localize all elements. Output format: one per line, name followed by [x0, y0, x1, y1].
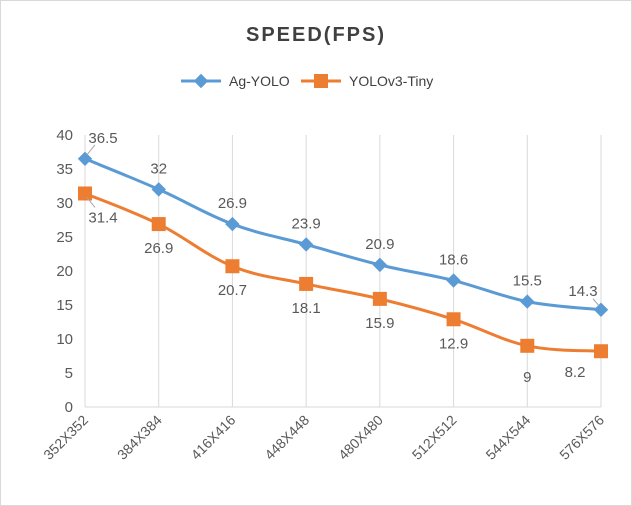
x-axis: 352X352 384X384 416X416 448X448 480X480 512X5… [40, 406, 607, 463]
y-tick-label: 25 [56, 229, 73, 246]
x-tick-label: 544X544 [482, 412, 533, 463]
y-tick-label: 30 [56, 195, 73, 212]
leader-line [86, 144, 96, 156]
y-tick-label: 40 [56, 127, 73, 144]
data-label: 26.9 [218, 195, 247, 212]
data-point-marker [78, 186, 92, 201]
y-tick-label: 0 [65, 399, 73, 416]
y-tick-label: 35 [56, 161, 73, 178]
data-point-marker [594, 344, 608, 359]
legend-item: Ag-YOLO [181, 73, 290, 89]
data-label: 8.2 [565, 364, 586, 381]
data-point-marker [298, 237, 314, 252]
legend-item: YOLOv3-Tiny [301, 73, 433, 89]
data-label: 26.9 [144, 240, 173, 257]
x-tick-label: 384X384 [114, 412, 165, 463]
leader-line [592, 298, 600, 307]
data-label: 18.1 [292, 300, 321, 317]
data-point-marker [446, 273, 461, 288]
x-tick-label: 480X480 [335, 412, 386, 463]
x-tick-label: 352X352 [40, 412, 91, 463]
x-tick-label: 448X448 [261, 412, 312, 463]
data-point-marker [520, 338, 535, 353]
data-point-marker [520, 294, 535, 309]
data-label: 15.5 [513, 273, 542, 290]
data-point-marker [372, 291, 387, 306]
data-point-marker [151, 182, 166, 197]
data-label: 32 [150, 160, 167, 177]
series-ag-yolo: 36.5 32 26.9 23.9 20.9 18.6 15.5 14.3 [77, 130, 609, 317]
data-point-marker [593, 302, 609, 317]
y-tick-label: 10 [56, 331, 73, 348]
legend-label: YOLOv3-Tiny [349, 73, 433, 89]
y-tick-label: 5 [65, 365, 73, 382]
data-label: 20.7 [218, 282, 247, 299]
data-point-marker [225, 259, 240, 274]
series-line [84, 192, 602, 353]
data-point-marker [77, 151, 93, 167]
x-tick-label: 512X512 [409, 412, 460, 463]
data-label: 23.9 [292, 215, 321, 232]
data-point-marker [299, 276, 314, 291]
legend: Ag-YOLO YOLOv3-Tiny [181, 73, 433, 89]
data-point-marker [446, 312, 461, 327]
data-label: 9 [523, 369, 531, 386]
y-axis: 0 5 10 15 20 25 30 35 40 [56, 127, 73, 416]
data-point-marker [151, 217, 166, 232]
chart-title: SPEED(FPS) [246, 24, 386, 46]
data-point-marker [372, 257, 388, 273]
data-label: 36.5 [88, 130, 117, 147]
legend-swatch-marker [314, 74, 328, 88]
x-tick-label: 416X416 [188, 412, 239, 463]
series-line [84, 157, 602, 312]
leader-line [86, 197, 96, 208]
series-yolov3-tiny: 31.4 26.9 20.7 18.1 15.9 12.9 9 8.2 [78, 186, 608, 386]
x-tick-label: 576X576 [556, 412, 607, 463]
legend-swatch-marker [193, 73, 209, 89]
legend-label: Ag-YOLO [229, 73, 290, 89]
data-label: 31.4 [88, 209, 117, 226]
y-tick-label: 15 [56, 297, 73, 314]
data-point-marker [225, 216, 240, 232]
series-group: 36.5 32 26.9 23.9 20.9 18.6 15.5 14.3 31.4 26.9 20… [77, 130, 609, 386]
data-label: 12.9 [439, 335, 468, 352]
data-label: 14.3 [568, 283, 597, 300]
data-label: 20.9 [365, 236, 394, 253]
data-label: 15.9 [365, 315, 394, 332]
y-tick-label: 20 [56, 263, 73, 280]
data-label: 18.6 [439, 252, 468, 269]
